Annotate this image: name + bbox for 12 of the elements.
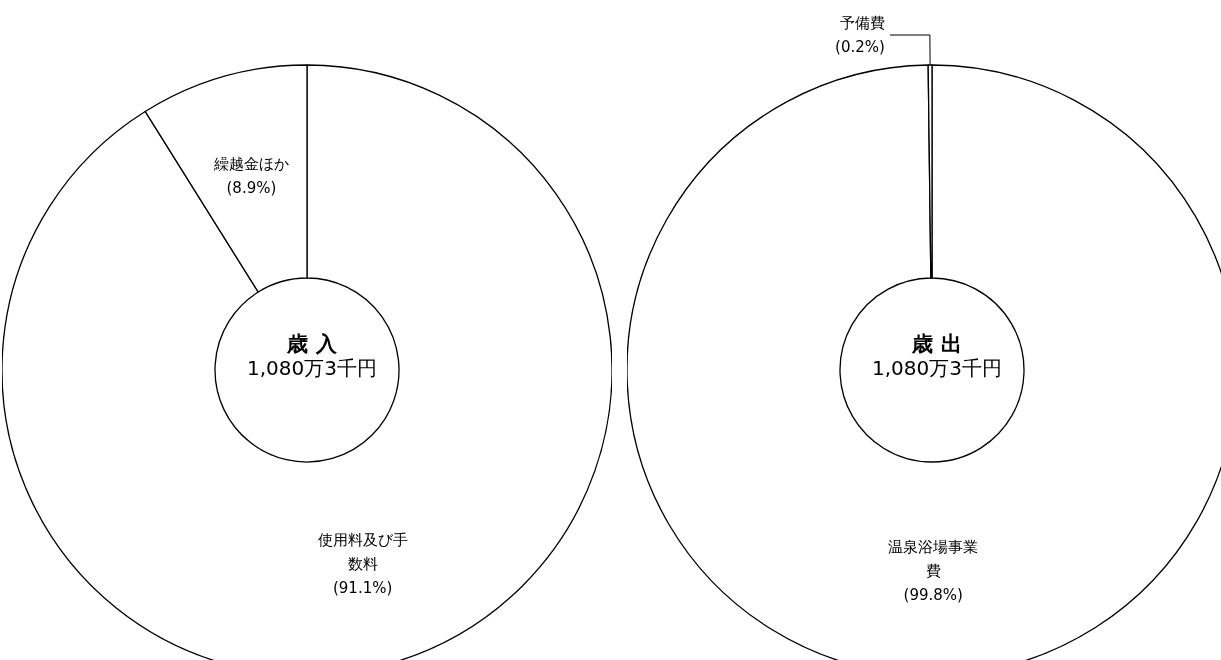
data-label: (8.9%) — [226, 179, 277, 198]
data-label: (0.2%) — [835, 38, 885, 57]
text: 歳 入 — [286, 331, 338, 356]
data-label: (99.8%) — [903, 586, 963, 605]
data-label: (91.1%) — [332, 578, 393, 597]
slice-label: 繰越金ほか — [212, 155, 289, 174]
text: 1,080万3千円 — [872, 356, 1002, 380]
text: 1,080万3千円 — [247, 356, 377, 380]
slice-label: 温泉浴場事業費 — [888, 538, 979, 581]
slice-label: 使用料及び手数料 — [317, 530, 408, 573]
text: 歳 出 — [911, 331, 962, 356]
slice-label: 予備費 — [839, 14, 885, 33]
